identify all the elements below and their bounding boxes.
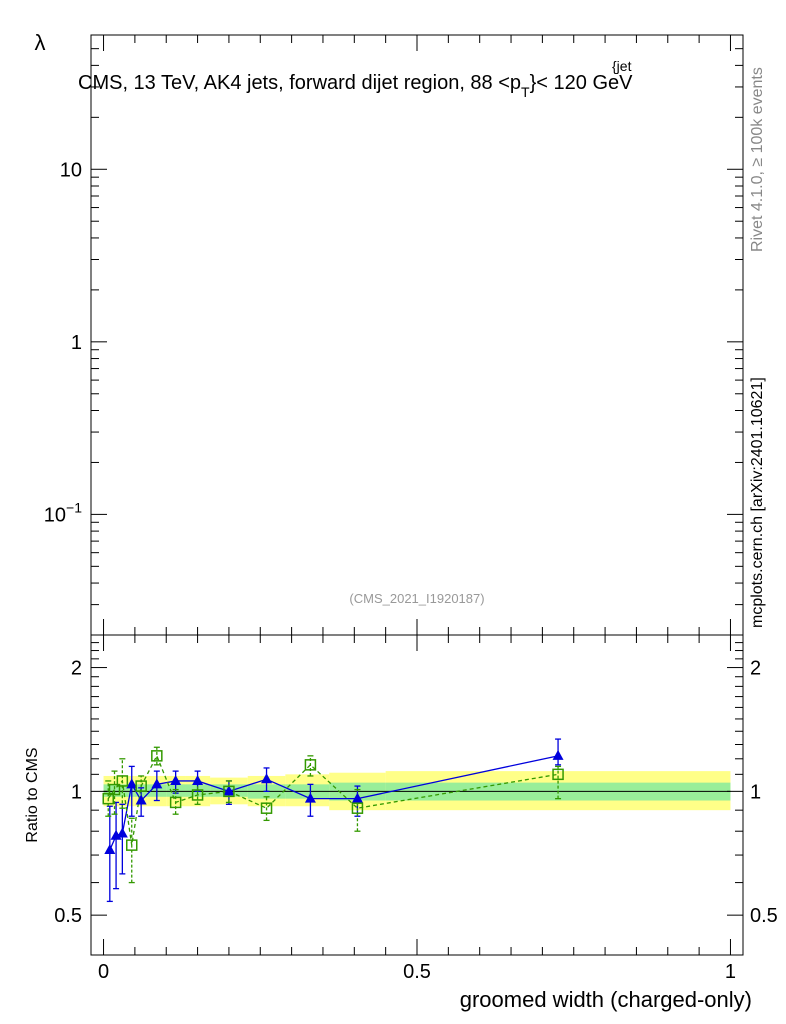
data-point-square [552, 768, 564, 781]
ratio-y-axis-label: Ratio to CMS [24, 747, 41, 842]
series-layer [102, 738, 564, 903]
x-ticks: 0 0.5 1 [98, 635, 736, 983]
data-point-square [135, 780, 147, 792]
ratio-y-tick-label-right: 0.5 [750, 905, 778, 927]
ratio-y-tick-label-left: 2 [71, 658, 82, 680]
main-y-axis-label: λ [35, 30, 46, 55]
data-point-triangle [135, 794, 147, 805]
data-point-triangle [126, 778, 138, 789]
data-point-square [151, 750, 163, 762]
data-point-square [260, 802, 273, 814]
plot-title-sup: {jet [612, 58, 632, 74]
data-point-triangle [223, 785, 235, 796]
main-panel: λ CMS, 13 TeV, AK4 jets, forward dijet r… [35, 30, 744, 636]
data-point-triangle [261, 773, 273, 784]
data-point-square [108, 783, 121, 796]
side-label-top: Rivet 4.1.0, ≥ 100k events [749, 67, 766, 252]
x-tick-label: 0.5 [403, 961, 431, 983]
data-point-square [126, 839, 138, 851]
data-point-square [169, 796, 182, 809]
data-point-triangle [552, 749, 564, 760]
data-point-square [223, 785, 235, 798]
main-y-tick-label: 1 [71, 332, 82, 354]
data-point-square [304, 759, 317, 771]
data-point-square [102, 792, 114, 805]
data-point-triangle [304, 792, 316, 803]
ratio-y-tick-label-right: 1 [750, 781, 761, 803]
data-point-triangle [170, 774, 182, 785]
ratio-y-tick-label-left: 1 [71, 781, 82, 803]
plot-title-main: CMS, 13 TeV, AK4 jets, forward dijet reg… [78, 72, 521, 94]
data-point-triangle [192, 774, 204, 785]
main-ticks: 10 1 10−1 [44, 34, 743, 636]
data-point-triangle [104, 844, 116, 855]
plot-title-sub: T [521, 84, 530, 100]
data-point-triangle [351, 792, 363, 803]
ratio-y-tick-label-left: 0.5 [54, 905, 82, 927]
x-tick-label: 0 [98, 961, 109, 983]
data-point-square [116, 775, 129, 787]
x-tick-label: 1 [725, 961, 736, 983]
data-point-triangle [151, 778, 163, 789]
ratio-y-tick-label-right: 2 [750, 658, 761, 680]
main-y-tick-label: 10 [60, 159, 82, 181]
data-point-square [351, 802, 364, 814]
data-point-triangle [116, 827, 128, 838]
ratio-panel: 2 21 10.5 0.5 0 0.5 1 Ratio to CMS groomed wi… [24, 634, 778, 1012]
plot-title: CMS, 13 TeV, AK4 jets, forward dijet reg… [78, 72, 633, 100]
watermark: (CMS_2021_I1920187) [349, 591, 484, 606]
data-point-square [191, 789, 204, 801]
main-panel-frame [90, 34, 744, 636]
side-label-bottom: mcplots.cern.ch [arXiv:2401.10621] [749, 377, 766, 628]
ratio-ticks: 2 2 1 1 0.5 0.5 [54, 642, 778, 956]
x-axis-label: groomed width (charged-only) [460, 987, 752, 1012]
main-y-tick-label: 10−1 [44, 499, 82, 526]
plot-title-end: }< 120 GeV [530, 72, 634, 94]
